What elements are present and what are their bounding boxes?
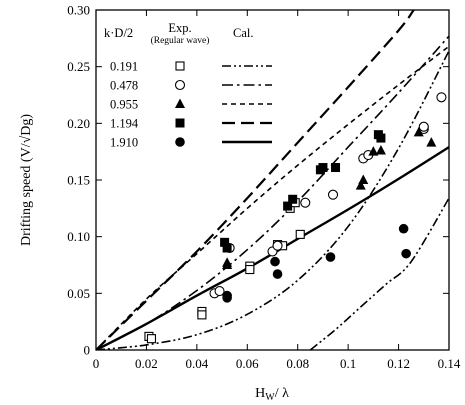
data-point-1.194: [220, 237, 230, 247]
x-tick-label: 0.1: [340, 356, 356, 371]
data-point-0.955: [368, 146, 379, 156]
legend-marker-0.955: [175, 98, 185, 108]
legend-label-1.194: 1.194: [110, 117, 139, 131]
legend: k·D/2 Exp. (Regular wave) Cal. 0.191 0.47…: [104, 21, 272, 150]
legend-rows: 0.191 0.478 0.955 1.194 1.910: [110, 60, 272, 150]
legend-header-exp: Exp.: [168, 21, 191, 35]
x-tick-label: 0: [93, 356, 100, 371]
x-axis-label: HW/ λ: [255, 386, 289, 403]
y-tick-label: 0.25: [67, 59, 90, 74]
data-point-0.955: [426, 137, 437, 147]
legend-header-cal: Cal.: [233, 26, 253, 40]
legend-label-1.910: 1.910: [110, 136, 138, 150]
data-point-0.478: [436, 92, 447, 103]
x-axis-label-main: H: [255, 386, 265, 401]
x-tick-label: 0.06: [236, 356, 259, 371]
x-tick-label: 0.02: [135, 356, 158, 371]
data-point-0.191: [245, 264, 255, 275]
data-point-0.478: [214, 286, 225, 297]
data-point-1.194: [376, 133, 386, 143]
x-tick-label: 0.08: [286, 356, 309, 371]
legend-label-0.955: 0.955: [110, 98, 138, 112]
data-point-0.478: [272, 240, 283, 251]
data-point-1.910: [272, 269, 283, 279]
data-point-0.191: [146, 334, 157, 344]
curve-extra-5: [309, 197, 449, 350]
legend-header-param: k·D/2: [104, 26, 133, 40]
data-point-1.194: [331, 163, 341, 173]
curve-0.191: [96, 50, 449, 350]
data-point-0.478: [327, 189, 339, 200]
data-point-0.955: [413, 126, 424, 137]
y-tick-label: 0.20: [67, 116, 90, 131]
data-point-0.478: [418, 121, 429, 132]
data-point-1.910: [325, 252, 336, 262]
data-point-0.478: [300, 197, 311, 208]
legend-label-0.478: 0.478: [110, 79, 138, 93]
curve-0.478: [96, 35, 449, 350]
data-point-0.955: [358, 174, 369, 184]
x-tick-label: 0.04: [185, 356, 208, 371]
legend-label-0.191: 0.191: [110, 60, 138, 74]
data-point-1.194: [318, 163, 328, 173]
y-tick-label: 0: [84, 343, 91, 358]
y-tick-label: 0.15: [67, 173, 90, 188]
data-point-1.910: [270, 256, 280, 267]
x-tick-label: 0.12: [387, 356, 410, 371]
experimental-points: [144, 92, 447, 344]
x-axis-label-sub: W: [265, 392, 275, 403]
curve-0.955: [96, 45, 449, 350]
tick-labels: 0 0.02 0.04 0.06 0.08 0.1 0.12 0.14 0 0.05 0.10 0.1…: [67, 3, 461, 372]
x-tick-label: 0.14: [438, 356, 461, 371]
data-point-1.194: [222, 243, 232, 253]
curve-1.194: [96, 10, 415, 350]
legend-marker-0.478: [174, 79, 186, 91]
data-point-0.191: [197, 310, 207, 320]
data-point-1.910: [222, 293, 232, 303]
data-point-0.955: [355, 180, 366, 190]
y-axis-label: Drifting speed (V/√Dg): [19, 114, 34, 246]
legend-marker-1.910: [175, 137, 185, 147]
legend-marker-0.191: [175, 61, 185, 71]
data-point-1.910: [398, 223, 409, 234]
data-point-1.194: [283, 201, 293, 211]
x-axis-label-rest: / λ: [275, 386, 289, 401]
y-tick-label: 0.05: [67, 286, 90, 301]
y-tick-label: 0.10: [67, 229, 90, 244]
y-tick-label: 0.30: [67, 3, 90, 18]
legend-marker-1.194: [175, 118, 185, 128]
data-point-0.955: [375, 145, 386, 155]
data-point-0.191: [295, 229, 305, 239]
data-point-1.194: [288, 194, 298, 204]
data-point-0.955: [222, 259, 233, 269]
data-point-1.910: [401, 248, 411, 259]
legend-header-exp-sub: (Regular wave): [151, 35, 210, 46]
calculated-curves: [96, 10, 449, 350]
